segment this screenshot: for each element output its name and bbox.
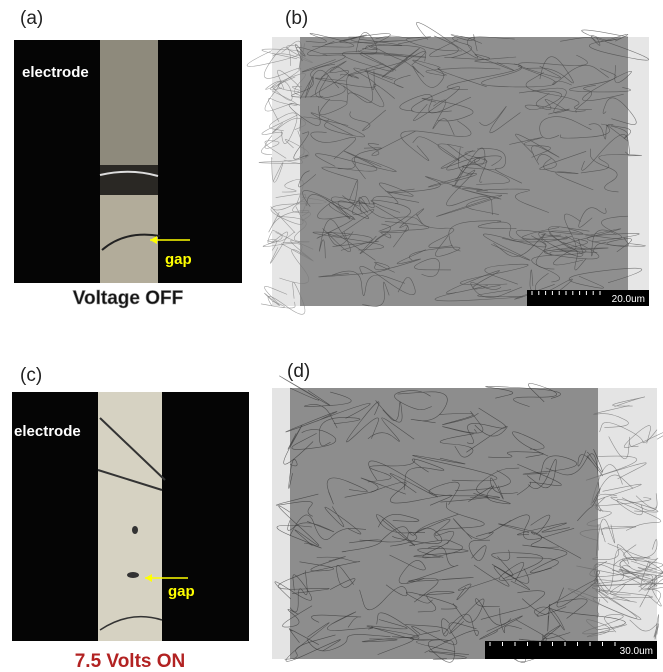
panel-label: (a) [20,8,43,29]
figure: (a) electrode gap Voltage OFF (b) 20.0um… [0,0,663,672]
scale-bar-label: 20.0um [612,294,645,305]
sem-image [247,22,649,314]
annotation: electrode [14,423,81,440]
annotation: gap [168,583,195,600]
annotation: electrode [22,64,89,81]
caption: Voltage OFF [73,288,183,309]
annotation: gap [165,251,192,268]
panel-label: (b) [285,8,308,29]
panel-label: (c) [20,365,42,386]
caption: 7.5 Volts ON [75,651,186,672]
panel-label: (d) [287,361,310,382]
sem-image [272,376,663,663]
scale-bar-label: 30.0um [620,646,653,657]
